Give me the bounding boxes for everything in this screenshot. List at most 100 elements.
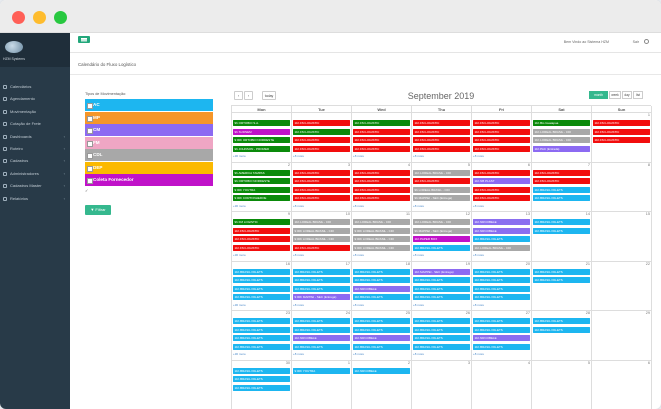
logout-link[interactable]: Sair — [632, 40, 639, 44]
more-events-link[interactable]: +8 more — [413, 203, 425, 208]
sidebar-item[interactable]: Dashboards ‹ — [0, 131, 70, 143]
calendar-day-cell[interactable]: 6 11h FM LOGISTIC 11h NB PLAST 11h FM LOGIS… — [472, 162, 532, 212]
calendar-event[interactable]: 11h BRASIL PALETS — [473, 285, 530, 292]
calendar-event[interactable]: 11h FM LOGISTIC — [473, 169, 530, 176]
calendar-event[interactable]: 9:00h LOREAL BRASIL - CDI — [353, 244, 410, 251]
more-events-link[interactable]: +8 more — [353, 302, 365, 307]
sidebar-item[interactable]: Cotação de Frete — [0, 118, 70, 130]
calendar-day-cell[interactable]: 11h FM LOGISTIC 11h FM LOGISTIC 11h FM LOG… — [292, 113, 352, 163]
calendar-event[interactable]: 9h JOHNSON - PROMED — [233, 145, 290, 152]
filter-checkbox-item[interactable]: FM — [85, 136, 213, 149]
calendar-event[interactable]: 11h LOREAL BRASIL - CDI — [533, 137, 590, 143]
day-number[interactable]: 12 — [465, 212, 470, 216]
calendar-event[interactable]: 11h BRASIL PALETS — [353, 318, 410, 324]
day-number[interactable]: 4 — [407, 162, 410, 167]
calendar-day-cell[interactable]: 27 11h BRASIL PALETS 11h BRASIL PALETS 11h … — [472, 311, 532, 361]
prev-month-button[interactable]: ‹ — [234, 91, 243, 100]
calendar-event[interactable]: 11h FM LOGISTIC — [353, 145, 410, 152]
more-events-link[interactable]: +8 more — [473, 352, 485, 356]
calendar-day-cell[interactable]: 11h FM LOGISTIC 11h FM LOGISTIC 11h FM LOG… — [412, 113, 472, 163]
calendar-day-cell[interactable]: 8 — [592, 162, 652, 212]
day-number[interactable]: 11 — [406, 212, 410, 216]
calendar-event[interactable]: 11h LOREAL BRASIL - CDI — [293, 219, 350, 225]
calendar-event[interactable]: 11h FM LOGISTIC — [473, 128, 530, 135]
filter-button[interactable]: ▼ Filtrar — [85, 205, 111, 215]
calendar-event[interactable]: 11h BRASIL PALETS — [413, 326, 470, 333]
calendar-day-cell[interactable]: 16 11h BRASIL PALETS 11h BRASIL PALETS 11h … — [232, 261, 292, 311]
calendar-event[interactable]: 11h LOREAL BRASIL - CDI — [533, 128, 590, 135]
more-events-link[interactable]: +30 more — [233, 203, 246, 208]
calendar-day-cell[interactable]: 4 11h FM LOGISTIC 11h FM LOGISTIC 11h FM LO… — [352, 162, 412, 212]
calendar-event[interactable]: 11h FM LOGISTIC — [473, 137, 530, 143]
next-month-button[interactable]: › — [244, 91, 253, 100]
calendar-event[interactable]: 11h FM LOGISTIC — [593, 128, 650, 135]
calendar-event[interactable]: 11h LOREAL BRASIL - CDI — [353, 219, 410, 225]
calendar-event[interactable]: 11h FM LOGISTIC — [473, 186, 530, 193]
calendar-event[interactable]: 11h BRASIL PALETS — [413, 294, 470, 300]
calendar-day-cell[interactable]: 29 — [592, 311, 652, 361]
maximize-window-button[interactable] — [54, 11, 67, 24]
calendar-event[interactable]: 11h FM LOGISTIC — [473, 195, 530, 201]
calendar-event[interactable]: 9h ORTOBIO NORDESTE — [233, 178, 290, 184]
day-number[interactable]: 1 — [347, 360, 350, 365]
more-events-link[interactable]: +8 more — [413, 352, 425, 356]
calendar-event[interactable]: 11h BRASIL PALETS — [353, 326, 410, 333]
calendar-event[interactable]: 11h FM LOGISTIC — [293, 244, 350, 251]
calendar-event[interactable]: 11h FM LOGISTIC — [413, 137, 470, 143]
calendar-day-cell[interactable]: 11 11h LOREAL BRASIL - CDI 9:00h LOREAL BR… — [352, 212, 412, 262]
day-number[interactable]: 2 — [287, 162, 290, 167]
calendar-event[interactable]: 11h BRASIL PALETS — [473, 236, 530, 242]
sidebar-item[interactable]: Cadastros Master ‹ — [0, 180, 70, 192]
more-events-link[interactable]: +30 more — [233, 352, 246, 356]
calendar-event[interactable]: 11h BRASIL PALETS — [353, 277, 410, 283]
view-week-button[interactable]: week — [609, 91, 621, 99]
sidebar-item[interactable]: Roteiro ‹ — [0, 143, 70, 155]
calendar-event[interactable]: 9:00h YOUTRA — [293, 367, 350, 374]
day-number[interactable]: 6 — [647, 360, 650, 365]
calendar-event[interactable]: 11h FM LOGISTIC — [233, 227, 290, 234]
more-events-link[interactable]: +8 more — [413, 154, 425, 158]
calendar-event[interactable]: 11h NRCOBELE — [473, 219, 530, 225]
calendar-day-cell[interactable]: 12 11h LOREAL BRASIL - CDI 9h MAPPEI - SEC… — [412, 212, 472, 262]
calendar-event[interactable]: 11h FM LOGISTIC — [413, 120, 470, 126]
more-events-link[interactable]: +8 more — [413, 253, 425, 257]
calendar-event[interactable]: 11h BRASIL PALETS — [233, 335, 290, 341]
calendar-event[interactable]: 11h FM LOGISTIC — [413, 145, 470, 152]
day-number[interactable]: 30 — [285, 360, 290, 365]
calendar-event[interactable]: 11h BRASIL PALETS — [413, 244, 470, 251]
calendar-event[interactable]: 11h LOREAL BRASIL - CDI — [473, 244, 530, 251]
sidebar-item[interactable]: Cadastros ‹ — [0, 155, 70, 167]
calendar-event[interactable]: 11h FM LOGISTIC — [473, 145, 530, 152]
sidebar-item[interactable]: Calendários — [0, 81, 70, 93]
calendar-event[interactable]: 11h FM LOGISTIC — [353, 169, 410, 176]
calendar-event[interactable]: 11h BRASIL PALETS — [473, 268, 530, 275]
more-events-link[interactable]: +8 more — [473, 253, 485, 257]
calendar-day-cell[interactable]: 9h ORTOBIO S.A. 9h SUDNEM 9:00h ORTOBIO NO… — [232, 113, 292, 163]
more-events-link[interactable]: +8 more — [473, 154, 485, 158]
calendar-day-cell[interactable]: 23 11h BRASIL PALETS 11h BRASIL PALETS 11h … — [232, 311, 292, 361]
day-number[interactable]: 15 — [645, 212, 650, 216]
day-number[interactable]: 26 — [465, 311, 470, 315]
calendar-day-cell[interactable]: 3 11h FM LOGISTIC 11h FM LOGISTIC 11h FM LO… — [292, 162, 352, 212]
calendar-event[interactable]: 9h AMERICA TAMPAS — [233, 169, 290, 176]
calendar-event[interactable]: 11h NRCOBELE — [353, 335, 410, 341]
calendar-event[interactable]: 11h BRASIL PALETS — [413, 277, 470, 283]
filter-checkbox-item[interactable]: AC — [85, 99, 213, 111]
calendar-event[interactable]: 11h NRCOBELE — [473, 335, 530, 341]
more-events-link[interactable]: +8 more — [353, 154, 365, 158]
calendar-event[interactable]: 9:00h LOREAL BRASIL - CDI — [293, 227, 350, 234]
filter-checkbox-item[interactable]: Coleta Fornecedor — [85, 174, 213, 186]
calendar-event[interactable]: 11h BRASIL PALETS — [533, 326, 590, 333]
calendar-event[interactable]: 9:00h LOREAL BRASIL - CDI — [293, 236, 350, 242]
calendar-event[interactable]: 11h PAC (Entrada) — [533, 145, 590, 152]
more-events-link[interactable]: +30 more — [233, 154, 246, 158]
calendar-event[interactable]: 9:00h MAPPEI - SEC (Entrega) — [293, 294, 350, 300]
calendar-event[interactable]: 11h FM LOGISTIC — [293, 137, 350, 143]
filter-checkbox-item[interactable]: MP — [85, 111, 213, 124]
calendar-event[interactable]: 11h BRASIL PALETS — [413, 343, 470, 350]
day-number[interactable]: 17 — [345, 261, 350, 266]
calendar-event[interactable]: 11h FM LOGISTIC — [413, 128, 470, 135]
calendar-event[interactable]: 11h FM LOGISTIC — [353, 186, 410, 193]
more-events-link[interactable]: +8 more — [473, 302, 485, 307]
calendar-day-cell[interactable]: 11h FM LOGISTIC 11h FM LOGISTIC 11h FM LOG… — [472, 113, 532, 163]
